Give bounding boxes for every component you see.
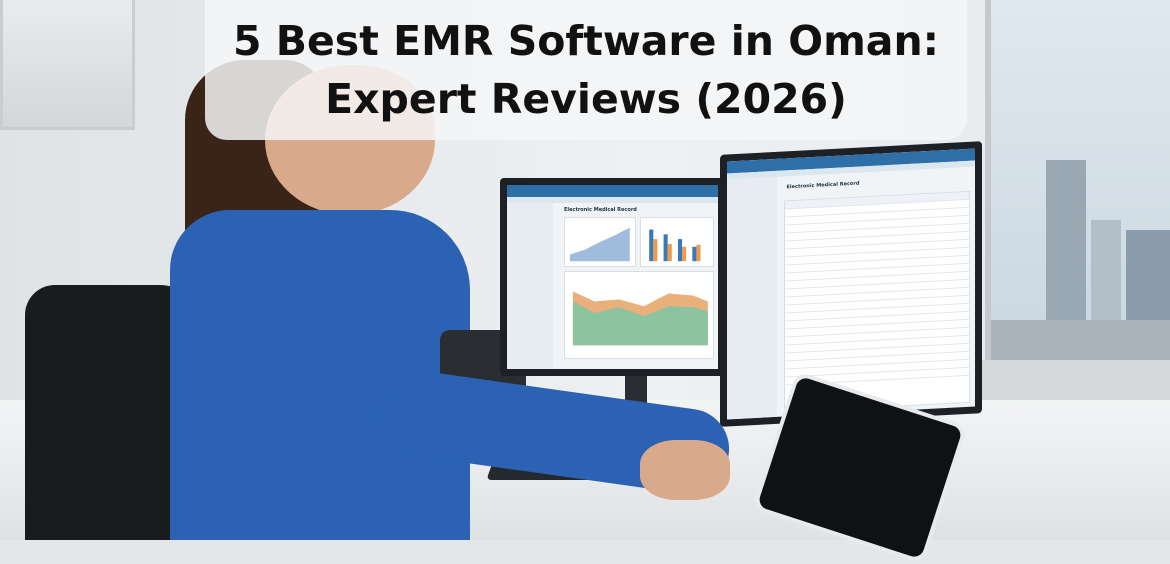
screen-heading: Electronic Medical Record: [786, 180, 860, 191]
bar-chart-panel: [639, 217, 714, 267]
screen-heading: Electronic Medical Record: [563, 207, 637, 213]
emr-records-screen: Electronic Medical Record: [727, 148, 975, 420]
hand-on-mouse: [640, 440, 730, 500]
app-header: [507, 185, 718, 197]
area-chart-panel: [563, 271, 714, 359]
app-sidebar: [727, 176, 777, 420]
title-line-2: Expert Reviews (2026): [325, 75, 847, 123]
app-sidebar: [507, 203, 554, 369]
window-city-view: [985, 0, 1170, 370]
right-monitor: Electronic Medical Record: [720, 141, 982, 427]
left-monitor: Electronic Medical Record: [500, 178, 725, 376]
window-sill: [975, 360, 1170, 400]
title-banner: 5 Best EMR Software in Oman: Expert Revi…: [205, 0, 967, 140]
app-tabs: [507, 197, 718, 203]
emr-dashboard-screen: Electronic Medical Record: [507, 185, 718, 369]
title-line-1: 5 Best EMR Software in Oman:: [232, 17, 940, 65]
line-chart-panel: [563, 217, 636, 267]
wall-panel: [0, 0, 135, 130]
